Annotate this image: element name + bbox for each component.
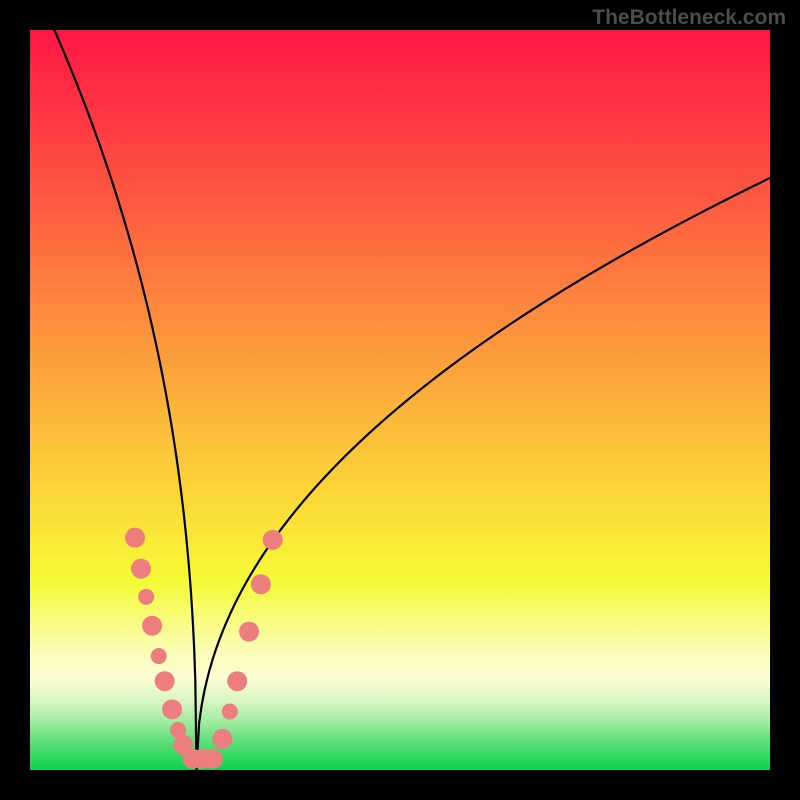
plot-area	[30, 30, 770, 770]
watermark-text: TheBottleneck.com	[592, 6, 786, 30]
data-marker	[227, 671, 247, 691]
curve-layer	[30, 30, 770, 770]
data-marker	[212, 729, 232, 749]
data-marker	[155, 671, 175, 691]
data-marker	[239, 622, 259, 642]
data-marker	[222, 704, 238, 720]
data-marker	[131, 559, 151, 579]
data-marker	[138, 589, 154, 605]
marker-group	[125, 528, 283, 769]
data-marker	[251, 574, 271, 594]
data-marker	[203, 749, 223, 769]
data-marker	[142, 616, 162, 636]
chart-container: TheBottleneck.com	[0, 0, 800, 800]
data-marker	[162, 699, 182, 719]
data-marker	[151, 648, 167, 664]
data-marker	[125, 528, 145, 548]
data-marker	[263, 530, 283, 550]
